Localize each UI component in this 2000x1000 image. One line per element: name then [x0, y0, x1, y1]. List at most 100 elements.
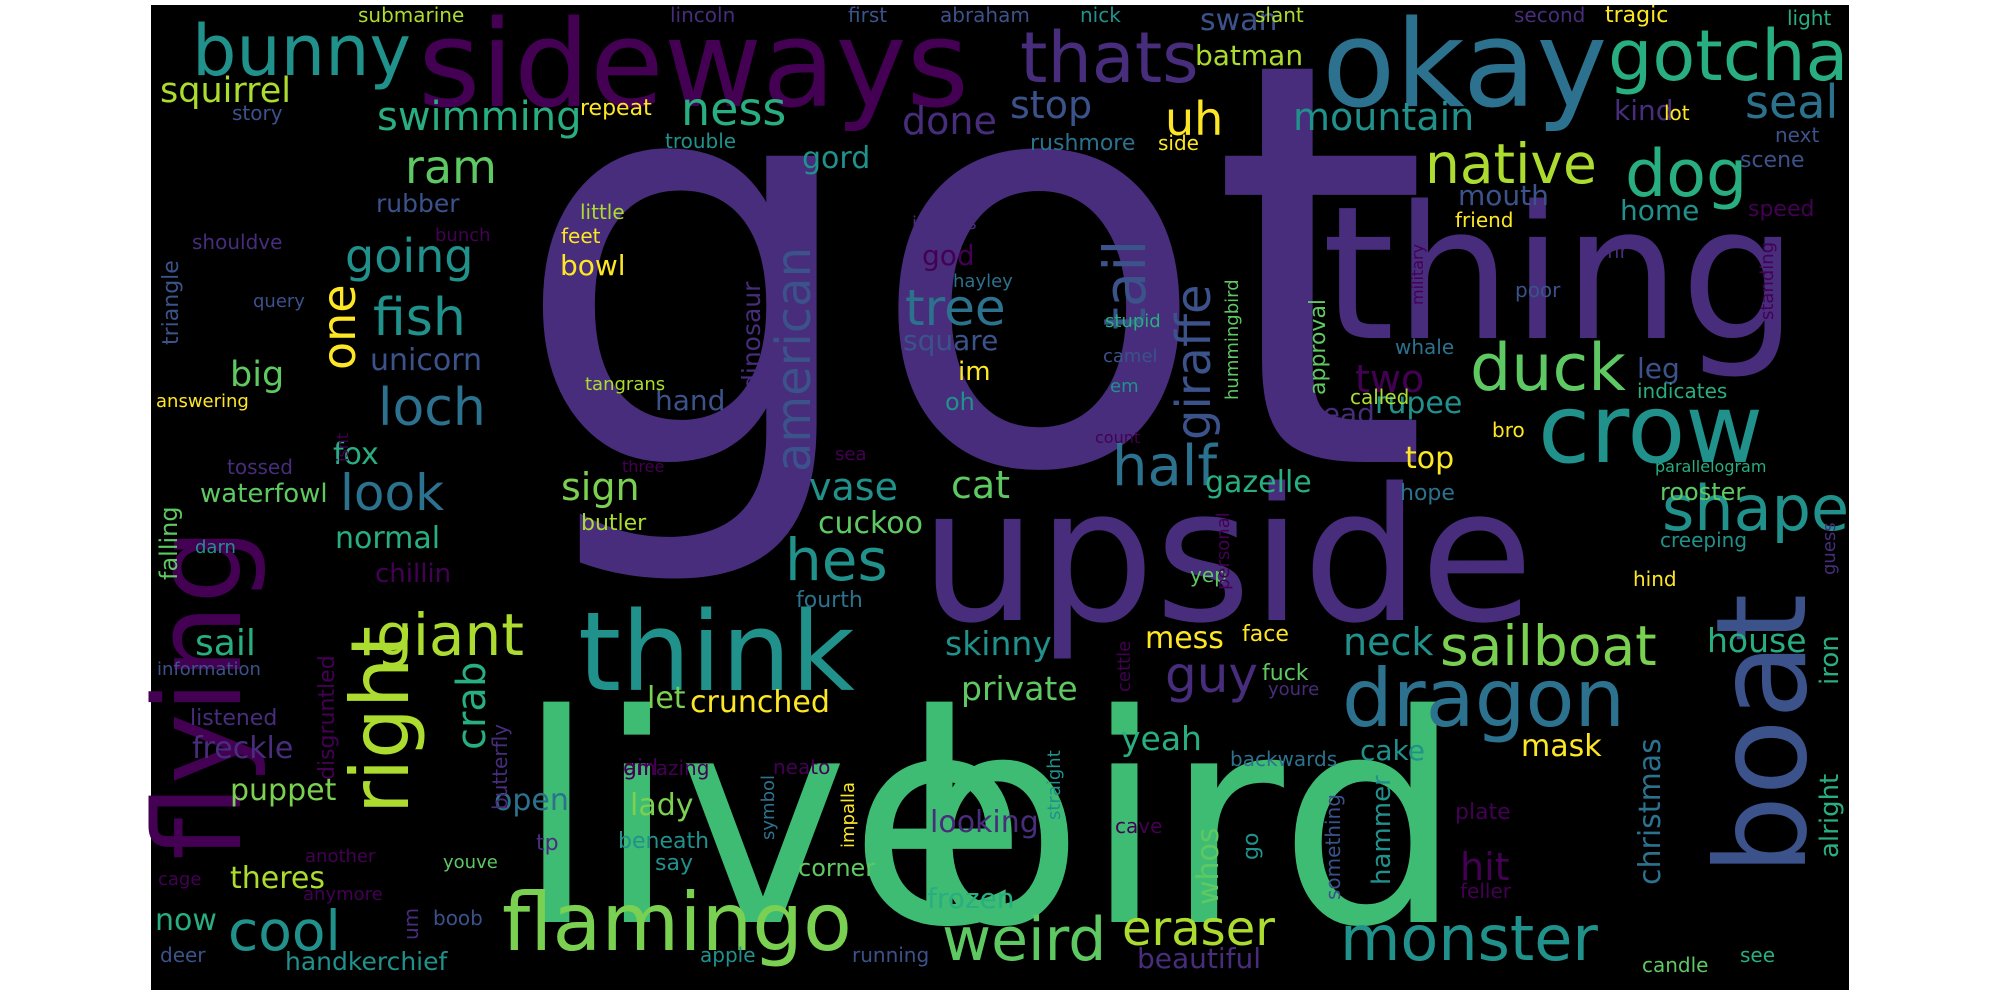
word-called: called: [1350, 385, 1409, 409]
word-next: next: [1775, 123, 1819, 147]
word-butler: butler: [581, 511, 647, 536]
word-house: house: [1707, 621, 1807, 660]
word-repeat: repeat: [580, 96, 652, 121]
word-tp: tp: [536, 831, 559, 856]
word-leg: leg: [1637, 352, 1680, 385]
word-im: im: [958, 357, 991, 387]
word-darn: darn: [195, 537, 236, 558]
word-waterfowl: waterfowl: [200, 479, 328, 509]
word-poor: poor: [1515, 278, 1561, 302]
word-neato: neato: [773, 755, 830, 779]
word-hope: hope: [1400, 481, 1455, 506]
word-mr: mr: [1600, 239, 1628, 263]
word-disgruntled: disgruntled: [315, 655, 340, 780]
word-sailboat: sailboat: [1440, 614, 1657, 678]
word-mess: mess: [1145, 621, 1224, 656]
word-boat: boat: [1690, 594, 1835, 875]
word-approval: approval: [1306, 299, 1331, 395]
word-dog: dog: [1625, 137, 1747, 212]
word-submarine: submarine: [358, 3, 464, 27]
word-mountain: mountain: [1293, 95, 1474, 139]
word-feller: feller: [1460, 879, 1512, 903]
word-got: got: [512, 0, 1430, 595]
word-query: query: [253, 291, 305, 312]
word-ram: ram: [405, 140, 497, 194]
word-fox: fox: [333, 437, 379, 472]
word-yep: yep: [1190, 563, 1227, 587]
word-shape: shape: [1662, 472, 1849, 545]
word-theres: theres: [230, 861, 325, 896]
word-dinosaur: dinosaur: [737, 281, 766, 390]
word-em: em: [1110, 376, 1139, 397]
word-home: home: [1620, 194, 1699, 227]
word-impalla: impalla: [838, 782, 859, 848]
word-butterfly: butterfly: [488, 724, 512, 810]
word-see: see: [1740, 943, 1775, 967]
word-duck: duck: [1470, 331, 1626, 406]
word-frozen: frozen: [927, 882, 1015, 915]
word-fish: fish: [373, 288, 466, 348]
word-second: second: [1514, 3, 1585, 27]
word-big: big: [230, 355, 284, 395]
word-gotcha: gotcha: [1608, 15, 1848, 97]
word-tail: tail: [1091, 239, 1159, 330]
word-personal: personal: [1213, 512, 1234, 590]
word-god: god: [922, 239, 975, 272]
word-apple: apple: [700, 943, 756, 967]
word-guy: guy: [1165, 646, 1258, 704]
word-tangrans: tangrans: [585, 374, 665, 395]
word-chillin: chillin: [375, 559, 451, 589]
word-sea: sea: [835, 444, 866, 465]
word-open: open: [494, 783, 569, 818]
word-okay: okay: [1322, 0, 1607, 135]
word-tossed: tossed: [227, 455, 293, 479]
word-feet: feet: [561, 224, 601, 248]
word-triangle: triangle: [159, 260, 184, 345]
word-fourth: fourth: [796, 588, 863, 613]
word-squirrel: squirrel: [160, 71, 291, 111]
word-first: first: [848, 3, 887, 27]
word-swimming: swimming: [377, 94, 581, 140]
word-weird: weird: [942, 905, 1106, 975]
word-boob: boob: [433, 906, 483, 930]
word-giraffe: giraffe: [1166, 284, 1222, 440]
word-seal: seal: [1745, 75, 1838, 129]
word-look: look: [340, 464, 444, 522]
word-sail: sail: [195, 623, 256, 664]
word-lincoln: lincoln: [670, 3, 735, 27]
word-beautiful: beautiful: [1137, 942, 1261, 975]
word-cake: cake: [1360, 734, 1425, 767]
word-gord: gord: [802, 141, 870, 176]
word-now: now: [155, 903, 217, 938]
word-giant: giant: [376, 601, 524, 669]
word-guess: guess: [1819, 522, 1840, 575]
word-american: american: [766, 247, 822, 472]
word-iron: iron: [1815, 635, 1845, 685]
word-lot: lot: [1664, 101, 1690, 125]
word-count: count: [1095, 428, 1140, 447]
word-candle: candle: [1642, 953, 1708, 977]
word-stop: stop: [1010, 83, 1092, 127]
word-private: private: [961, 669, 1078, 708]
word-swan: swan: [1200, 3, 1278, 38]
word-bunch: bunch: [435, 225, 491, 246]
word-crab: crab: [449, 662, 495, 750]
word-tragic: tragic: [1605, 3, 1668, 28]
word-little: little: [580, 200, 625, 224]
word-crunched: crunched: [690, 685, 830, 720]
word-story: story: [232, 101, 283, 125]
word-straight: straight: [1044, 750, 1065, 820]
word-loch: loch: [378, 378, 486, 438]
word-falling: falling: [155, 506, 183, 580]
word-rubber: rubber: [376, 189, 460, 218]
word-say: say: [655, 851, 693, 876]
word-skinny: skinny: [945, 624, 1052, 663]
word-unicorn: unicorn: [370, 343, 482, 378]
word-parallelogram: parallelogram: [1655, 457, 1766, 476]
word-go: go: [1239, 833, 1264, 860]
word-bird: bird: [900, 654, 1463, 991]
word-amazing: amazing: [624, 756, 709, 780]
word-flying: flying: [130, 528, 269, 860]
word-right: right: [334, 626, 427, 814]
word-square: square: [903, 324, 998, 357]
